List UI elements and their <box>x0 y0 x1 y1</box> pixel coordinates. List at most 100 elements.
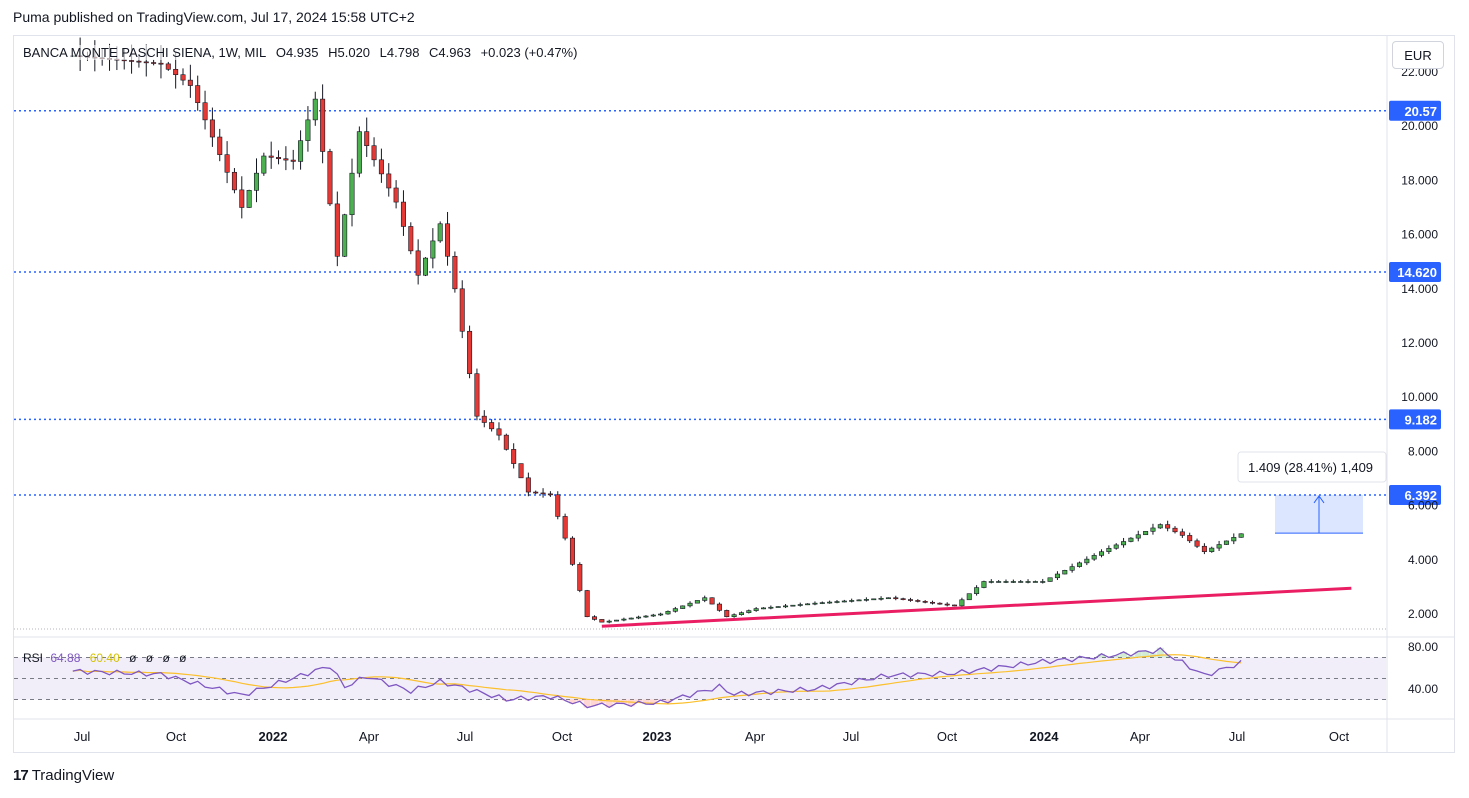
candle-body <box>1099 551 1105 556</box>
candle-body <box>996 581 1002 583</box>
rsi-oversold-fill <box>627 699 635 707</box>
time-axis-label: Jul <box>843 729 860 744</box>
candle-body <box>452 255 458 290</box>
candle-body <box>775 606 781 608</box>
time-axis-label: Jul <box>74 729 91 744</box>
candle-body <box>944 603 950 606</box>
rsi-overbought-fill <box>1098 653 1106 658</box>
candle-body <box>930 601 936 604</box>
candle-body <box>518 463 524 479</box>
candle-body <box>834 601 840 603</box>
candle-body <box>481 415 487 423</box>
level-price-label: 6.392 <box>1404 488 1437 503</box>
candle-body <box>790 604 796 607</box>
candle-body <box>849 600 855 602</box>
footer-brand[interactable]: 17 TradingView <box>13 767 114 784</box>
candle-body <box>885 597 891 600</box>
candle-body <box>614 619 620 622</box>
candle-body <box>606 620 612 623</box>
price-axis-label: 16.000 <box>1401 228 1438 242</box>
candle-body <box>1069 566 1075 571</box>
candle-body <box>988 581 994 583</box>
candle-body <box>577 564 583 591</box>
candle-body <box>327 151 333 205</box>
candle-body <box>1113 544 1119 549</box>
candle-body <box>1003 581 1009 583</box>
candle-body <box>672 608 678 612</box>
candle-body <box>555 494 561 517</box>
candle-body <box>1238 533 1244 538</box>
rsi-oversold-fill <box>591 699 599 706</box>
candle-body <box>378 159 384 175</box>
rsi-overbought-fill <box>1112 655 1120 658</box>
time-axis-label: 2023 <box>643 729 672 744</box>
level-price-tag <box>1389 409 1441 430</box>
chart-frame <box>13 35 1455 753</box>
candle-body <box>900 598 906 600</box>
candle-body <box>680 605 686 609</box>
candle-body <box>952 604 958 607</box>
candle-body <box>1172 527 1178 533</box>
level-price-tag <box>1389 484 1441 505</box>
price-axis-label: 12.000 <box>1401 336 1438 350</box>
candle-body <box>393 187 399 203</box>
rsi-band-fill <box>14 657 1386 700</box>
candle-body <box>334 203 340 257</box>
candle-body <box>731 614 737 618</box>
candle-body <box>151 62 157 64</box>
rsi-overbought-fill <box>1134 651 1142 658</box>
candle-body <box>533 491 539 494</box>
candle-body <box>738 612 744 615</box>
candle-body <box>158 62 164 65</box>
ohlc-change: +0.023 (+0.47%) <box>480 45 578 60</box>
candle-body <box>400 201 406 227</box>
rsi-plot <box>72 646 1242 709</box>
candle-body <box>753 608 759 611</box>
rsi-empty-value: ø <box>162 651 170 665</box>
price-axis-label: 14.000 <box>1401 282 1438 296</box>
level-price-tag <box>1389 261 1441 282</box>
candle-body <box>547 493 553 496</box>
candle-body <box>716 603 722 611</box>
candle-body <box>239 189 245 208</box>
candle-body <box>856 599 862 602</box>
candle-body <box>783 605 789 608</box>
rsi-pane <box>14 646 1386 709</box>
candle-body <box>217 136 223 155</box>
level-price-label: 14.620 <box>1397 265 1437 280</box>
time-axis-label: Apr <box>745 729 766 744</box>
rsi-overbought-fill <box>1164 655 1172 658</box>
candle-body <box>878 597 884 600</box>
candle-body <box>496 428 502 436</box>
candle-body <box>180 74 186 81</box>
time-axis-label: Oct <box>552 729 573 744</box>
candle-body <box>1201 545 1207 552</box>
candle-body <box>907 599 913 601</box>
candle-body <box>665 610 671 615</box>
candle-body <box>863 599 869 601</box>
currency-button[interactable]: EUR <box>1392 41 1444 69</box>
candle-body <box>437 223 443 242</box>
candle-body <box>474 373 480 417</box>
candle-body <box>812 602 818 605</box>
symbol-name: BANCA MONTE PASCHI SIENA, 1W, MIL <box>23 45 267 60</box>
rsi-ma-value: 60.40 <box>89 651 120 665</box>
measure-arrow-head-icon <box>1313 495 1325 504</box>
candle-body <box>959 599 965 607</box>
candle-body <box>871 598 877 601</box>
level-price-label: 9.182 <box>1404 412 1437 427</box>
candle-body <box>276 157 282 160</box>
time-axis-label: Oct <box>166 729 187 744</box>
candle-body <box>305 119 311 141</box>
candle-body <box>349 172 355 216</box>
rsi-oversold-fill <box>605 699 613 708</box>
candle-body <box>562 516 568 539</box>
candle-body <box>268 155 274 158</box>
time-axis-label: 2022 <box>259 729 288 744</box>
candle-body <box>342 214 348 257</box>
candles <box>70 37 1244 624</box>
candle-body <box>1223 540 1229 545</box>
candle-body <box>1194 540 1200 547</box>
time-axis-label: 2024 <box>1030 729 1060 744</box>
